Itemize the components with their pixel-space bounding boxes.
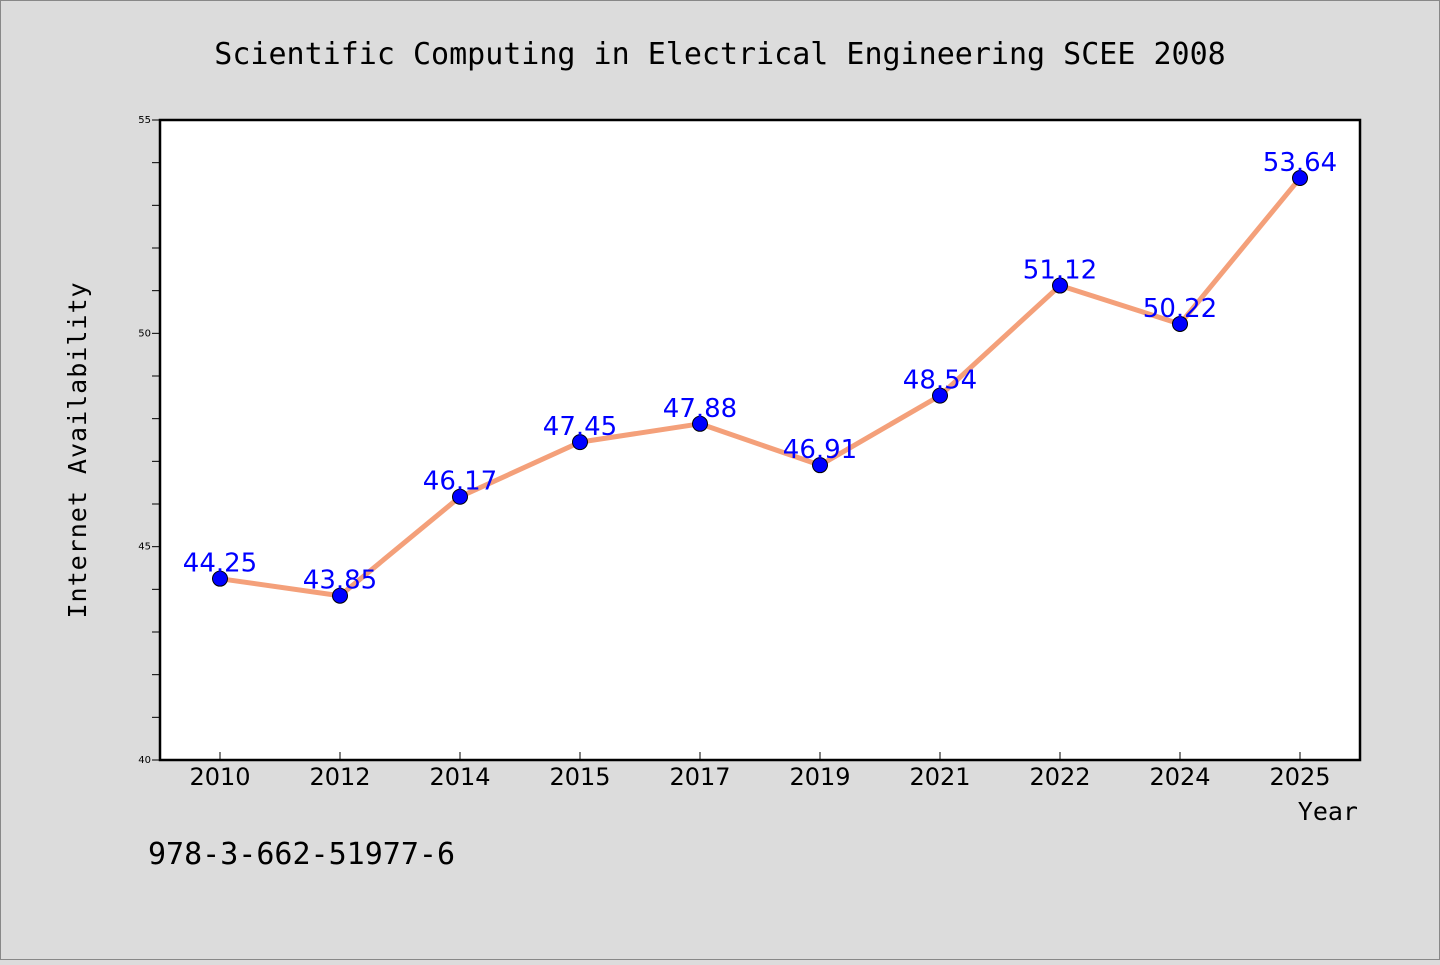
- data-label: 43.85: [303, 566, 377, 596]
- x-tick-label: 2019: [789, 763, 850, 791]
- x-tick-label: 2022: [1029, 763, 1090, 791]
- y-tick-label: 50: [138, 328, 151, 339]
- data-label: 44.25: [183, 549, 257, 579]
- x-tick-label: 2017: [669, 763, 730, 791]
- x-tick-label: 2010: [189, 763, 250, 791]
- y-tick-label: 45: [138, 542, 151, 553]
- x-tick-label: 2021: [909, 763, 970, 791]
- data-point: [572, 434, 588, 451]
- data-point: [812, 457, 828, 474]
- data-point: [332, 587, 348, 604]
- data-label: 46.91: [783, 435, 857, 465]
- data-point: [1172, 315, 1188, 332]
- isbn-text: 978-3-662-51977-6: [148, 837, 455, 872]
- data-label: 46.17: [423, 467, 497, 497]
- data-point: [692, 415, 708, 432]
- data-label: 50.22: [1143, 294, 1217, 324]
- plot-area: [158, 118, 1362, 762]
- y-axis-label: Internet Availability: [63, 281, 92, 618]
- data-point: [452, 488, 468, 505]
- data-label: 47.45: [543, 412, 617, 442]
- x-tick-label: 2014: [429, 763, 490, 791]
- x-tick-label: 2024: [1149, 763, 1210, 791]
- data-label: 51.12: [1023, 256, 1097, 286]
- y-tick-label: 40: [138, 755, 151, 766]
- data-label: 47.88: [663, 394, 737, 424]
- series-layer: 44.25 43.85 46.17 47.45 47.88 46.91 48.54 51.12…: [183, 148, 1337, 604]
- y-axis: 40 45 50 55: [138, 115, 160, 766]
- data-point: [932, 387, 948, 404]
- series-line: [217, 175, 1303, 599]
- x-tick-label: 2012: [309, 763, 370, 791]
- data-label: 48.54: [903, 366, 977, 396]
- data-point: [1292, 170, 1308, 187]
- x-tick-label: 2025: [1269, 763, 1330, 791]
- x-axis: 2010 2012 2014 2015 2017 2019 2021 2022 2024 2025: [189, 752, 1331, 791]
- data-label: 53.64: [1263, 148, 1337, 178]
- data-point: [1052, 277, 1068, 294]
- y-tick-label: 55: [138, 115, 151, 126]
- x-tick-label: 2015: [549, 763, 610, 791]
- x-axis-label: Year: [1298, 797, 1358, 826]
- chart-title: Scientific Computing in Electrical Engin…: [214, 37, 1225, 72]
- data-point: [212, 570, 228, 587]
